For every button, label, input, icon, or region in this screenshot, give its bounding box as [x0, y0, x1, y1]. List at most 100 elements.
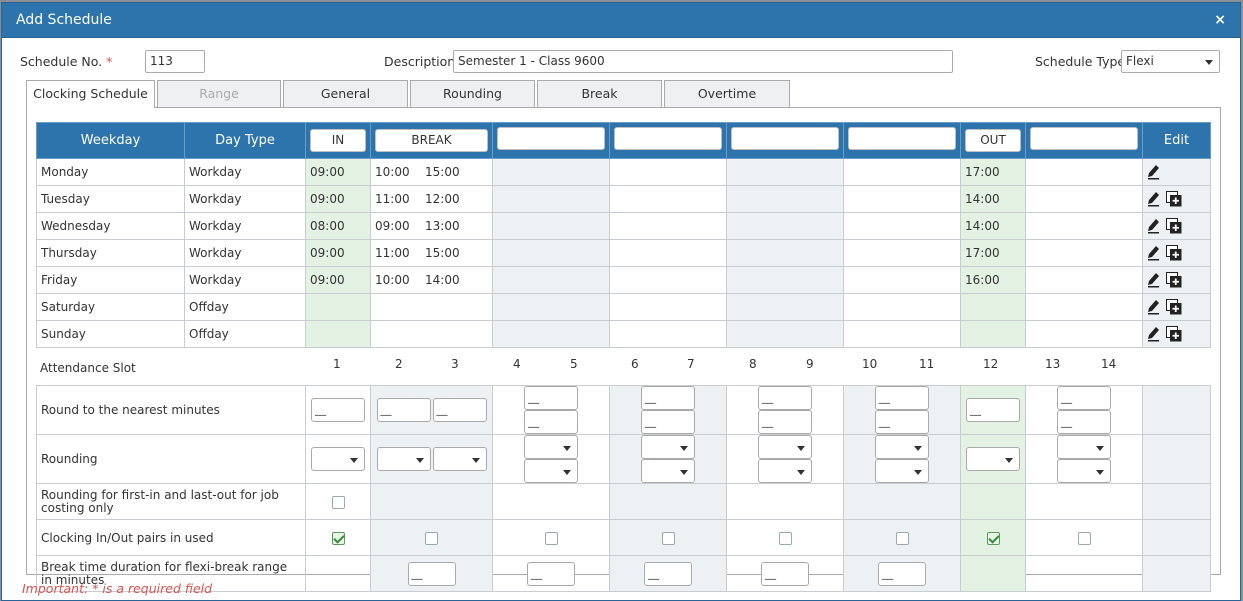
slot-cell[interactable] — [843, 293, 961, 321]
out-cell[interactable]: 17:00 — [960, 239, 1026, 267]
in-cell[interactable]: 08:00 — [305, 212, 371, 240]
slot-cell[interactable] — [609, 293, 727, 321]
slot-cell[interactable] — [1025, 320, 1143, 348]
tab-general[interactable]: General — [283, 80, 408, 107]
break-cell[interactable] — [370, 293, 493, 321]
slot-header-input[interactable] — [497, 127, 605, 150]
slot-cell[interactable] — [726, 239, 844, 267]
slot-cell[interactable] — [726, 158, 844, 186]
schedule-no-input[interactable]: 113 — [145, 50, 205, 73]
out-cell[interactable]: 16:00 — [960, 266, 1026, 294]
round-nearest-input[interactable]: __ — [758, 386, 812, 410]
in-cell[interactable] — [305, 293, 371, 321]
slot-cell[interactable] — [1025, 158, 1143, 186]
in-cell[interactable]: 09:00 — [305, 185, 371, 213]
clocking-pair-checkbox[interactable] — [1077, 531, 1091, 545]
break-duration-input[interactable]: __ — [644, 561, 692, 586]
in-cell[interactable]: 09:00 — [305, 158, 371, 186]
pencil-icon[interactable] — [1147, 272, 1160, 288]
description-input[interactable]: Semester 1 - Class 9600 — [453, 50, 953, 73]
slot-header-input[interactable] — [614, 127, 722, 150]
slot-header-input[interactable] — [731, 127, 839, 150]
round-nearest-input[interactable]: __ — [875, 410, 929, 434]
round-nearest-input[interactable]: __ — [641, 386, 695, 410]
out-cell[interactable] — [960, 293, 1026, 321]
break-duration-input[interactable]: __ — [761, 561, 809, 586]
round-nearest-input[interactable]: __ — [966, 398, 1020, 422]
pencil-icon[interactable] — [1147, 299, 1160, 315]
clocking-pair-checkbox[interactable] — [331, 531, 345, 545]
pencil-icon[interactable] — [1147, 245, 1160, 261]
copy-add-icon[interactable] — [1166, 218, 1182, 234]
copy-add-icon[interactable] — [1166, 299, 1182, 315]
slot-cell[interactable] — [609, 212, 727, 240]
slot-cell[interactable] — [492, 293, 610, 321]
rounding-select[interactable] — [1057, 459, 1111, 483]
slot-cell[interactable] — [609, 266, 727, 294]
rounding-select[interactable] — [1057, 435, 1111, 459]
round-nearest-input[interactable]: __ — [1057, 386, 1111, 410]
copy-add-icon[interactable] — [1166, 245, 1182, 261]
slot-cell[interactable] — [609, 239, 727, 267]
rounding-select[interactable] — [376, 447, 431, 471]
out-cell[interactable] — [960, 320, 1026, 348]
slot-cell[interactable] — [1025, 266, 1143, 294]
slot-cell[interactable] — [726, 212, 844, 240]
slot-cell[interactable] — [843, 239, 961, 267]
slot-cell[interactable] — [1025, 212, 1143, 240]
slot-cell[interactable] — [492, 266, 610, 294]
break-duration-input[interactable]: __ — [527, 561, 575, 586]
clocking-pair-checkbox[interactable] — [778, 531, 792, 545]
round-nearest-input[interactable]: __ — [524, 386, 578, 410]
copy-add-icon[interactable] — [1166, 326, 1182, 342]
out-cell[interactable]: 17:00 — [960, 158, 1026, 186]
break-cell[interactable] — [370, 320, 493, 348]
slot-cell[interactable] — [492, 185, 610, 213]
pencil-icon[interactable] — [1147, 164, 1160, 180]
rounding-select[interactable] — [524, 459, 578, 483]
rounding-select[interactable] — [524, 435, 578, 459]
round-nearest-input[interactable]: __ — [758, 410, 812, 434]
break-cell[interactable]: 10:00 14:00 — [370, 266, 493, 294]
out-cell[interactable]: 14:00 — [960, 212, 1026, 240]
clocking-pair-checkbox[interactable] — [661, 531, 675, 545]
break-duration-input[interactable]: __ — [407, 561, 456, 586]
slot-cell[interactable] — [609, 185, 727, 213]
out-header-input[interactable]: OUT — [965, 129, 1021, 152]
rounding-select[interactable] — [311, 447, 365, 471]
slot-cell[interactable] — [492, 239, 610, 267]
clocking-pair-checkbox[interactable] — [544, 531, 558, 545]
slot-cell[interactable] — [843, 212, 961, 240]
slot-cell[interactable] — [609, 320, 727, 348]
tab-rounding[interactable]: Rounding — [410, 80, 535, 107]
slot-cell[interactable] — [726, 185, 844, 213]
rounding-select[interactable] — [641, 435, 695, 459]
slot-cell[interactable] — [492, 158, 610, 186]
slot-cell[interactable] — [726, 266, 844, 294]
round-nearest-input[interactable]: __ — [432, 398, 487, 422]
tab-clocking-schedule[interactable]: Clocking Schedule — [26, 80, 155, 108]
break-cell[interactable]: 11:00 15:00 — [370, 239, 493, 267]
close-icon[interactable]: × — [1214, 12, 1226, 28]
break-duration-input[interactable]: __ — [878, 561, 926, 586]
copy-add-icon[interactable] — [1166, 191, 1182, 207]
slot-cell[interactable] — [843, 266, 961, 294]
round-nearest-input[interactable]: __ — [376, 398, 431, 422]
rounding-select[interactable] — [875, 459, 929, 483]
rounding-select[interactable] — [641, 459, 695, 483]
tab-overtime[interactable]: Overtime — [664, 80, 790, 107]
slot-cell[interactable] — [843, 320, 961, 348]
rounding-select[interactable] — [432, 447, 487, 471]
slot-cell[interactable] — [1025, 185, 1143, 213]
copy-add-icon[interactable] — [1166, 272, 1182, 288]
round-nearest-input[interactable]: __ — [311, 398, 365, 422]
round-nearest-input[interactable]: __ — [524, 410, 578, 434]
round-nearest-input[interactable]: __ — [1057, 410, 1111, 434]
slot-cell[interactable] — [609, 158, 727, 186]
slot-header-input[interactable] — [1030, 127, 1138, 150]
break-cell[interactable]: 09:00 13:00 — [370, 212, 493, 240]
rounding-select[interactable] — [966, 447, 1020, 471]
rounding-select[interactable] — [758, 435, 812, 459]
in-header-input[interactable]: IN — [310, 129, 366, 152]
clocking-pair-checkbox[interactable] — [986, 531, 1000, 545]
